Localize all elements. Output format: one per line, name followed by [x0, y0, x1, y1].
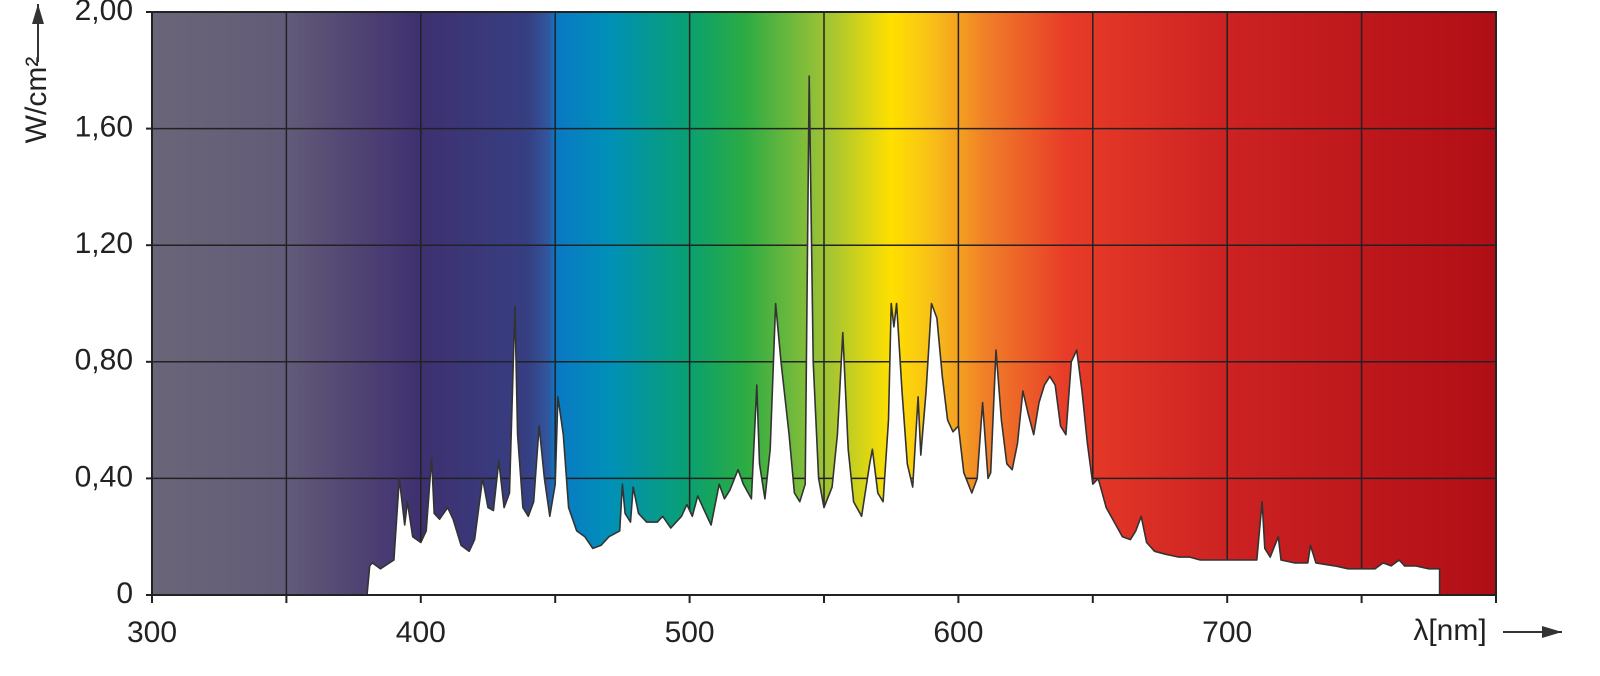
y-tick-label: 0 — [116, 577, 133, 610]
x-tick-label: 400 — [396, 616, 446, 649]
y-tick-label: 0,40 — [75, 460, 133, 493]
y-axis-label: W/cm² — [20, 57, 53, 144]
spectrum-line — [366, 75, 1441, 596]
y-tick-label: 2,00 — [75, 0, 133, 27]
y-tick-label: 0,80 — [75, 344, 133, 377]
x-axis-label: λ[nm] — [1413, 614, 1486, 647]
y-tick-label: 1,60 — [75, 111, 133, 144]
x-tick-label: 600 — [933, 616, 983, 649]
x-tick-label: 300 — [127, 616, 177, 649]
x-tick-label: 700 — [1202, 616, 1252, 649]
y-tick-label: 1,20 — [75, 227, 133, 260]
x-tick-label: 500 — [665, 616, 715, 649]
spectrum-area — [367, 76, 1440, 596]
